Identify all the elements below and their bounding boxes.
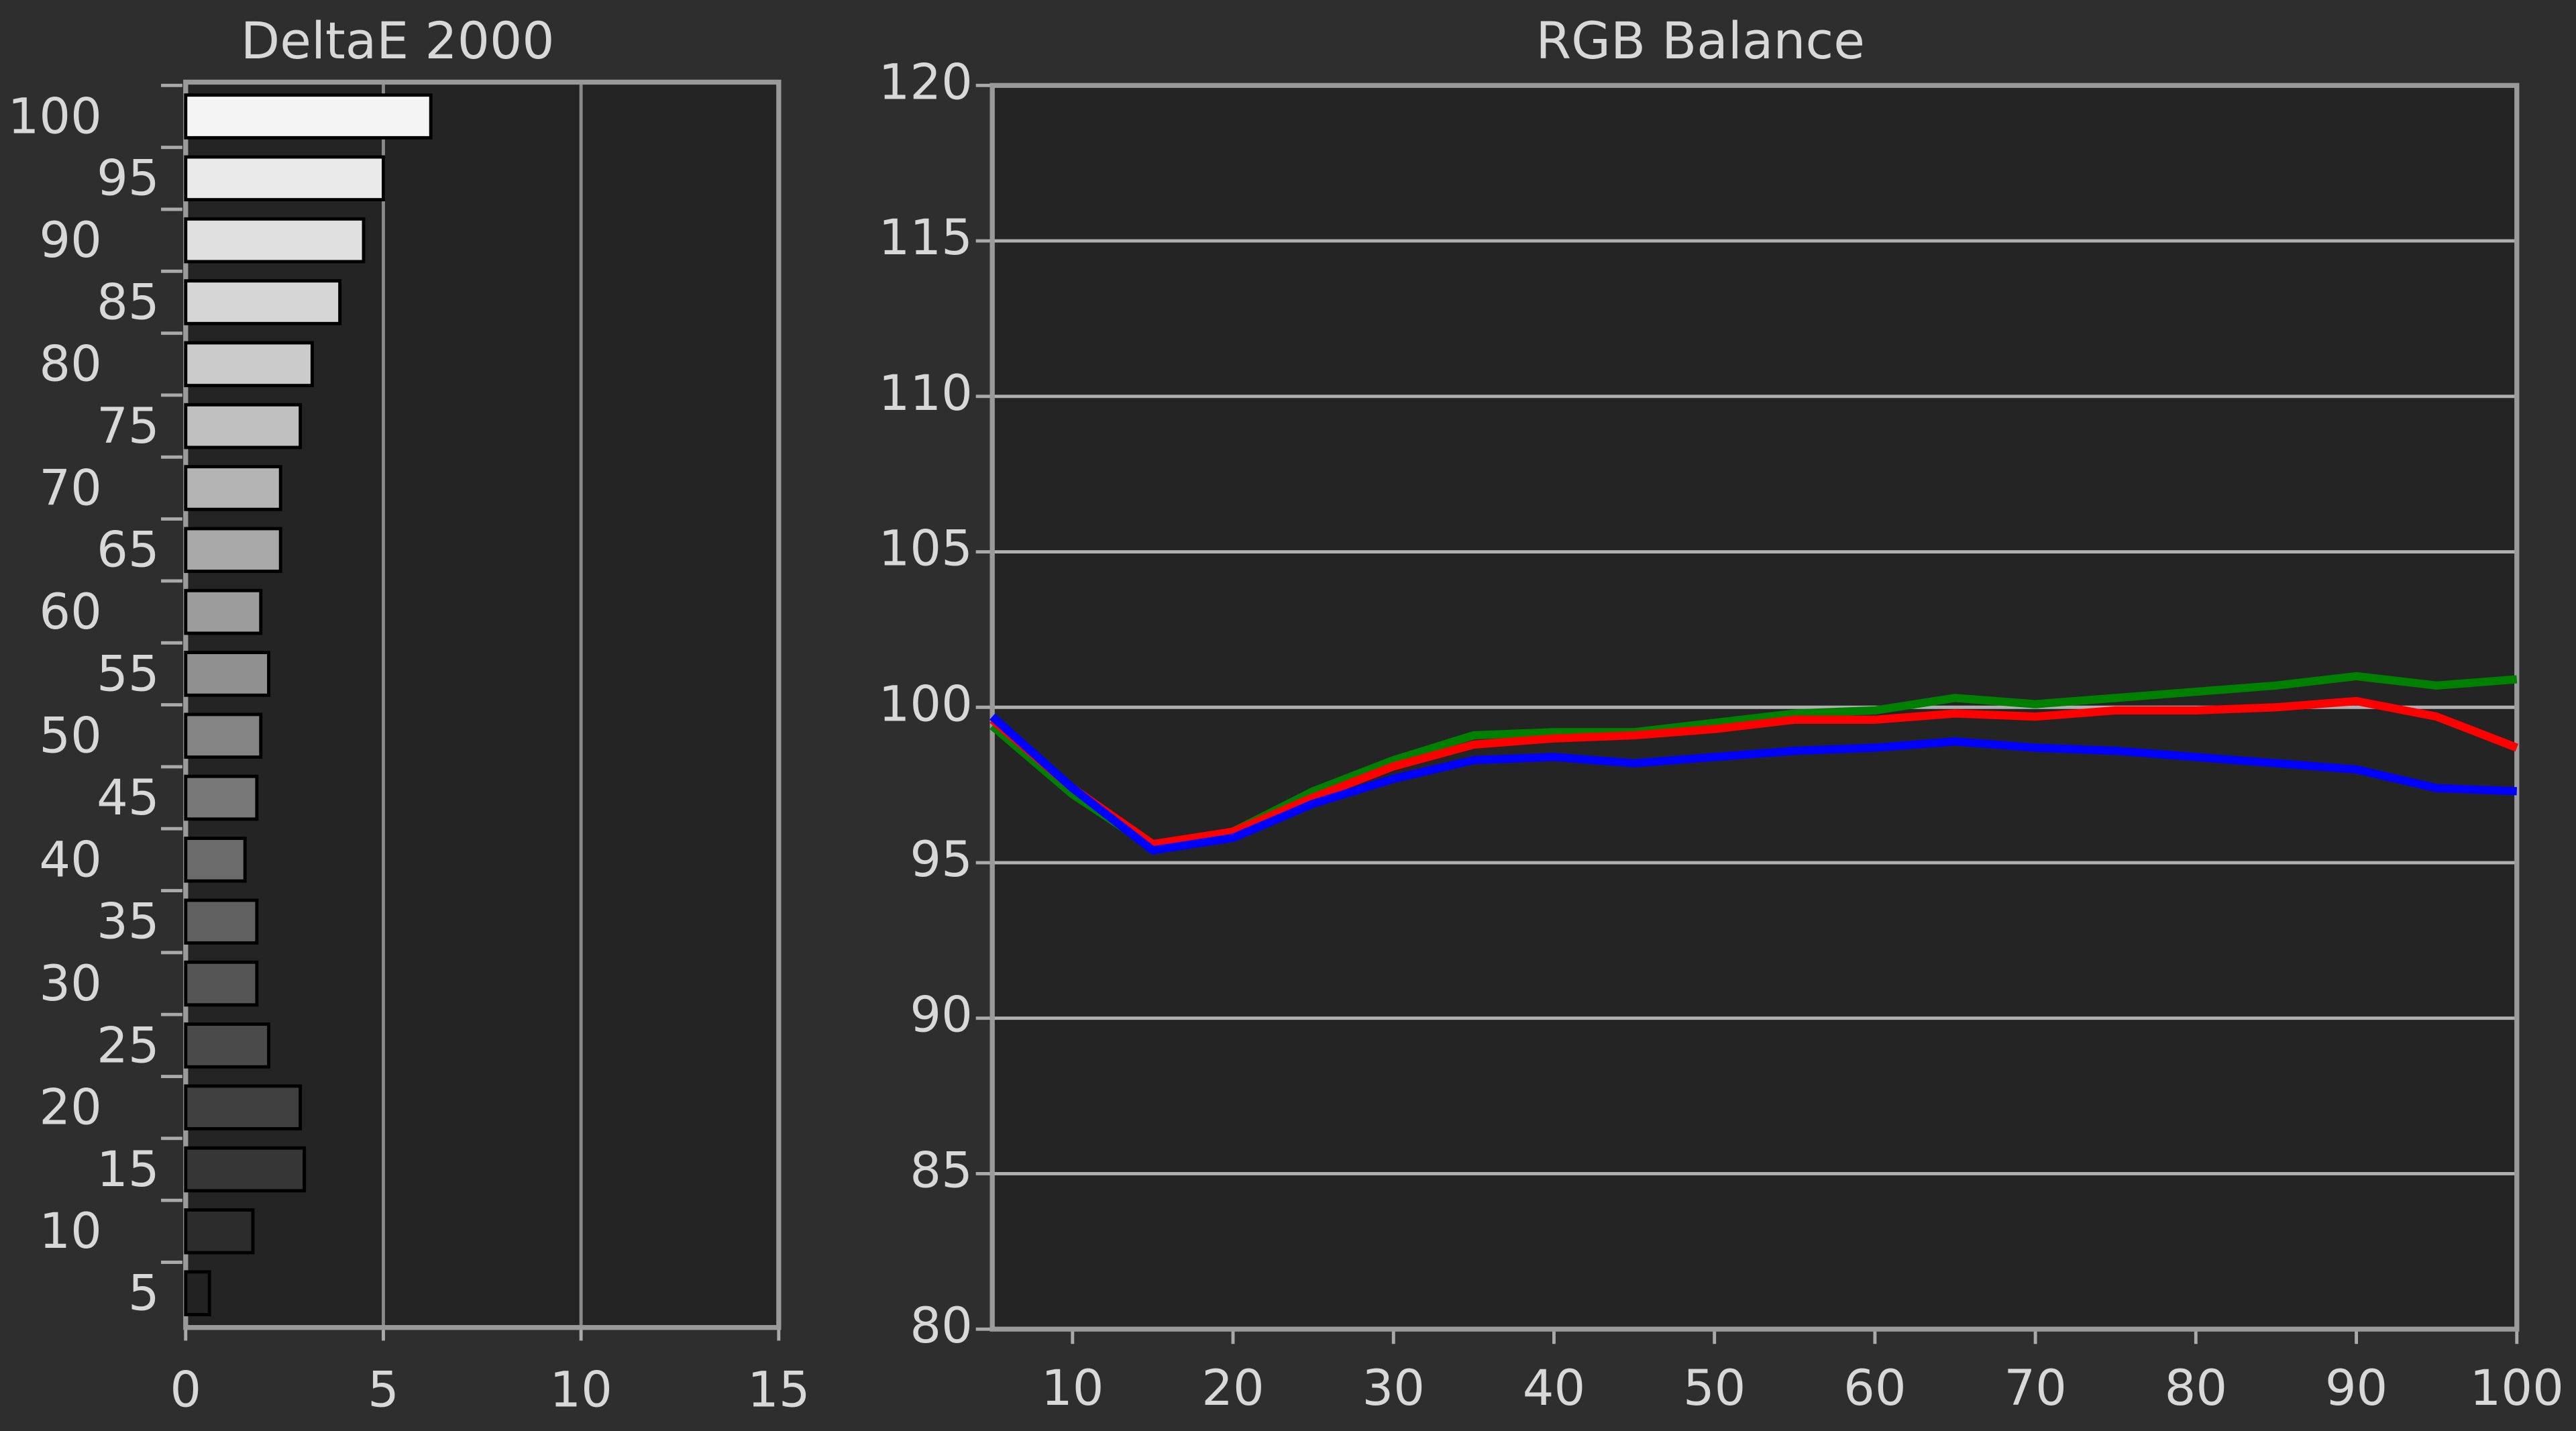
y-tick-label: 50 xyxy=(39,708,101,765)
bar xyxy=(184,1208,255,1255)
bar xyxy=(184,1084,303,1130)
x-tick-label: 50 xyxy=(1683,1360,1746,1417)
bar xyxy=(184,651,270,697)
plot-border xyxy=(183,79,782,1330)
y-tick-label: 80 xyxy=(39,336,101,393)
bar xyxy=(184,217,366,264)
x-tick-label: 60 xyxy=(1843,1360,1906,1417)
x-tick-label: 80 xyxy=(2165,1360,2227,1417)
x-tick-label: 0 xyxy=(170,1362,201,1419)
chart-title: RGB Balance xyxy=(1536,11,1865,70)
bar xyxy=(184,279,342,325)
y-tick-label: 40 xyxy=(39,831,101,888)
x-tick-label: 70 xyxy=(2004,1360,2066,1417)
bar xyxy=(184,774,259,821)
x-tick-label: 90 xyxy=(2325,1360,2387,1417)
y-tick-label: 90 xyxy=(39,212,101,269)
bar xyxy=(184,588,263,635)
y-tick-label: 95 xyxy=(910,831,972,888)
y-tick-label: 55 xyxy=(97,645,159,702)
plot-border xyxy=(989,83,2520,1332)
y-tick-label: 30 xyxy=(39,955,101,1012)
x-tick-label: 100 xyxy=(2470,1360,2564,1417)
y-tick-label: 5 xyxy=(128,1265,160,1322)
y-tick-label: 90 xyxy=(910,987,972,1044)
x-tick-label: 20 xyxy=(1201,1360,1264,1417)
y-tick-label: 65 xyxy=(97,522,159,579)
bar xyxy=(184,712,263,759)
y-tick-label: 10 xyxy=(39,1203,101,1260)
y-tick-label: 85 xyxy=(910,1142,972,1199)
bar xyxy=(184,1270,211,1316)
x-tick-label: 10 xyxy=(1041,1360,1104,1417)
y-tick-label: 70 xyxy=(39,460,101,517)
bar xyxy=(184,465,282,511)
y-tick-label: 20 xyxy=(39,1079,101,1136)
y-tick-label: 35 xyxy=(97,894,159,951)
bar xyxy=(184,837,247,883)
y-tick-label: 110 xyxy=(879,365,973,422)
y-tick-label: 115 xyxy=(879,209,973,266)
y-tick-label: 45 xyxy=(97,770,159,827)
x-tick-label: 10 xyxy=(549,1362,612,1419)
bar xyxy=(184,403,303,449)
x-tick-label: 5 xyxy=(368,1362,399,1419)
y-tick-label: 85 xyxy=(97,274,159,331)
y-tick-label: 80 xyxy=(910,1297,972,1355)
y-tick-label: 95 xyxy=(97,150,159,207)
bar xyxy=(184,1022,270,1069)
y-tick-label: 100 xyxy=(879,676,973,733)
bar xyxy=(184,341,314,388)
bar xyxy=(184,155,385,202)
bar xyxy=(184,93,433,140)
bar xyxy=(184,527,282,574)
x-tick-label: 15 xyxy=(747,1362,810,1419)
bar xyxy=(184,1146,307,1193)
y-tick-label: 75 xyxy=(97,398,159,455)
x-tick-label: 40 xyxy=(1523,1360,1585,1417)
series-line xyxy=(989,713,2518,855)
y-tick-label: 100 xyxy=(8,88,102,145)
series-line xyxy=(989,696,2518,849)
bar xyxy=(184,960,259,1007)
y-tick-label: 105 xyxy=(879,521,973,578)
y-tick-label: 60 xyxy=(39,584,101,641)
y-tick-label: 120 xyxy=(879,54,973,111)
chart-title: DeltaE 2000 xyxy=(241,11,555,70)
y-tick-label: 15 xyxy=(97,1141,159,1198)
plot-area xyxy=(185,82,779,1328)
x-tick-label: 30 xyxy=(1362,1360,1425,1417)
y-tick-label: 25 xyxy=(97,1017,159,1074)
bar xyxy=(184,898,259,945)
